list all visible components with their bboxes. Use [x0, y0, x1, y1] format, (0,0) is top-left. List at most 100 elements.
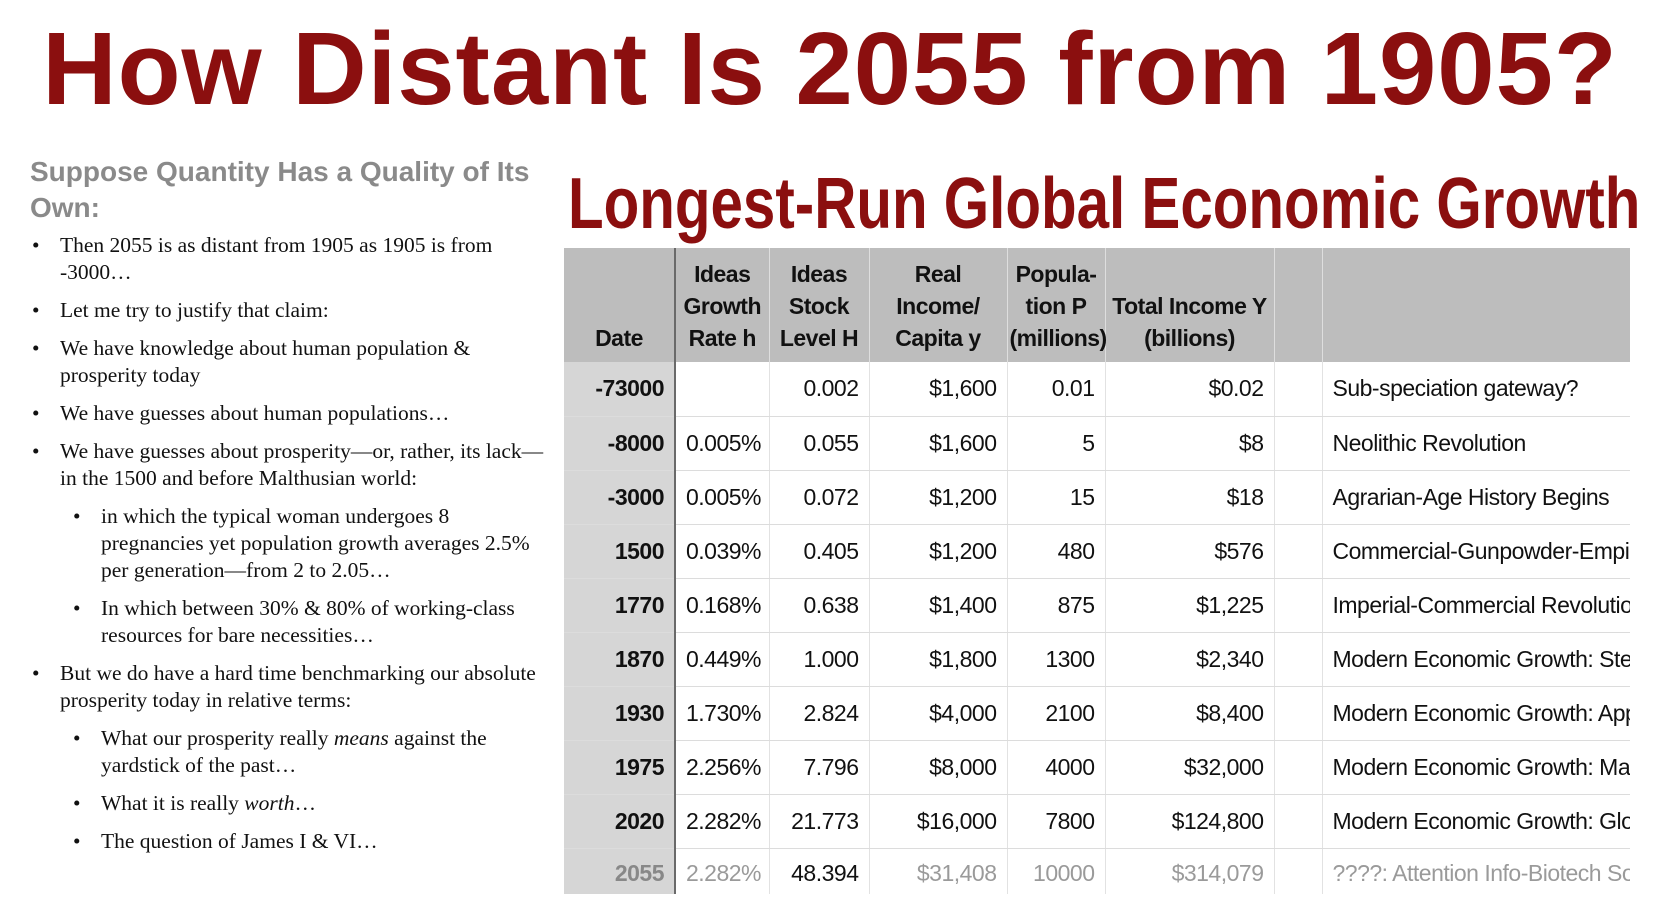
column-header: Ideas Growth Rate h — [675, 248, 770, 362]
growth-rate-cell: 0.168% — [675, 578, 770, 633]
income-per-capita-cell: $8,000 — [869, 740, 1008, 795]
ideas-stock-cell: 1.000 — [769, 632, 870, 687]
bullet-item: What our prosperity really means against… — [30, 725, 550, 779]
total-income-cell: $576 — [1105, 524, 1275, 579]
income-per-capita-cell: $4,000 — [869, 686, 1008, 741]
table-row: 1930 1.730% 2.824 $4,000 2100 $8,400 Modern Ec… — [564, 686, 1630, 741]
left-heading: Suppose Quantity Has a Quality of Its Ow… — [30, 156, 530, 223]
growth-rate-cell — [675, 362, 770, 417]
total-income-cell: $32,000 — [1105, 740, 1275, 795]
population-cell: 480 — [1007, 524, 1106, 579]
income-per-capita-cell: $1,600 — [869, 416, 1008, 471]
date-cell: -3000 — [564, 470, 676, 525]
table-row: -3000 0.005% 0.072 $1,200 15 $18 Agrarian-Age … — [564, 470, 1630, 525]
table-header-row: Date Ideas Growth Rate h Ideas Stock Level H Re… — [564, 248, 1630, 362]
slide-title: How Distant Is 2055 from 1905? — [42, 11, 1618, 126]
spacer-cell — [1274, 578, 1323, 633]
column-header-line: (millions) — [1009, 325, 1108, 351]
total-income-cell: $2,340 — [1105, 632, 1275, 687]
table-title: Longest-Run Global Economic Growth — [568, 164, 1641, 244]
total-income-cell: $8,400 — [1105, 686, 1275, 741]
bullet-text: What our prosperity really — [101, 726, 334, 750]
growth-table-container: Date Ideas Growth Rate h Ideas Stock Level H Re… — [564, 248, 1630, 894]
bullet-item: In which between 30% & 80% of working-cl… — [30, 595, 550, 649]
ideas-stock-cell: 0.405 — [769, 524, 870, 579]
column-header: Total Income Y (billions) — [1105, 248, 1275, 362]
bullet-item: in which the typical woman undergoes 8 p… — [30, 503, 550, 584]
date-cell: 1500 — [564, 524, 676, 579]
growth-rate-cell: 2.282% — [675, 794, 770, 849]
era-note-cell: Modern Economic Growth: Applie — [1322, 686, 1630, 741]
bullet-emphasis: means — [333, 726, 389, 750]
era-note-cell: Neolithic Revolution — [1322, 416, 1630, 471]
spacer-cell — [1274, 416, 1323, 471]
era-note-cell: ????: Attention Info-Biotech Socie — [1322, 848, 1630, 894]
population-cell: 1300 — [1007, 632, 1106, 687]
ideas-stock-cell: 0.055 — [769, 416, 870, 471]
population-cell: 15 — [1007, 470, 1106, 525]
era-note-cell: Imperial-Commercial Revolution — [1322, 578, 1630, 633]
bullet-text: What it is really — [101, 791, 245, 815]
era-note-cell: Modern Economic Growth: Mass-F — [1322, 740, 1630, 795]
bullet-item: We have guesses about prosperity—or, rat… — [30, 438, 550, 492]
ideas-stock-cell: 21.773 — [769, 794, 870, 849]
spacer-cell — [1274, 794, 1323, 849]
column-header — [1274, 248, 1323, 362]
column-header-line: Ideas — [694, 261, 751, 287]
total-income-cell: $8 — [1105, 416, 1275, 471]
growth-rate-cell: 1.730% — [675, 686, 770, 741]
spacer-cell — [1274, 362, 1323, 417]
bullet-item: The question of James I & VI… — [30, 828, 550, 855]
date-cell: 2055 — [564, 848, 676, 894]
bullet-emphasis: worth — [244, 791, 295, 815]
population-cell: 875 — [1007, 578, 1106, 633]
population-cell: 7800 — [1007, 794, 1106, 849]
date-cell: 2020 — [564, 794, 676, 849]
ideas-stock-cell: 2.824 — [769, 686, 870, 741]
table-row: 2055 2.282% 48.394 $31,408 10000 $314,079????… — [564, 848, 1630, 894]
date-cell: 1870 — [564, 632, 676, 687]
growth-rate-cell: 0.449% — [675, 632, 770, 687]
column-header: Popula-tion P (millions) — [1007, 248, 1108, 362]
column-header-line: Level H — [779, 325, 859, 351]
population-cell: 5 — [1007, 416, 1106, 471]
era-note-cell: Commercial-Gunpowder-Empire m — [1322, 524, 1630, 579]
spacer-cell — [1274, 848, 1323, 894]
growth-rate-cell: 0.005% — [675, 470, 770, 525]
column-header-line: Ideas — [790, 261, 848, 287]
total-income-cell: $124,800 — [1105, 794, 1275, 849]
table-row: 1870 0.449% 1.000 $1,800 1300 $2,340 Modern Ec… — [564, 632, 1630, 687]
spacer-cell — [1274, 632, 1323, 687]
bullet-item: But we do have a hard time benchmarking … — [30, 660, 550, 714]
population-cell: 10000 — [1007, 848, 1106, 894]
column-header-line: Total Income Y — [1112, 293, 1267, 319]
income-per-capita-cell: $1,200 — [869, 470, 1008, 525]
table-row: 2020 2.282% 21.773 $16,000 7800 $124,800 Moder… — [564, 794, 1630, 849]
column-header: Real Income/Capita y — [869, 248, 1008, 362]
table-row: 1975 2.256% 7.796 $8,000 4000 $32,000 Modern E… — [564, 740, 1630, 795]
growth-table: Date Ideas Growth Rate h Ideas Stock Level H Re… — [564, 248, 1630, 894]
left-text-panel: Suppose Quantity Has a Quality of Its Ow… — [30, 154, 550, 866]
bullet-text: against the yardstick of the past… — [101, 726, 487, 777]
ideas-stock-cell: 0.002 — [769, 362, 870, 417]
bullet-item: Then 2055 is as distant from 1905 as 190… — [30, 232, 550, 286]
date-cell: 1930 — [564, 686, 676, 741]
spacer-cell — [1274, 686, 1323, 741]
ideas-stock-cell: 0.072 — [769, 470, 870, 525]
column-header-line: Date — [595, 325, 643, 351]
date-cell: -8000 — [564, 416, 676, 471]
growth-rate-cell: 0.039% — [675, 524, 770, 579]
era-note-cell: Modern Economic Growth: Steam — [1322, 632, 1630, 687]
table-row: 1500 0.039% 0.405 $1,200 480 $576 Commercial-G… — [564, 524, 1630, 579]
growth-rate-cell: 0.005% — [675, 416, 770, 471]
era-note-cell: Modern Economic Growth: Globali — [1322, 794, 1630, 849]
bullet-item: We have knowledge about human population… — [30, 335, 550, 389]
column-header: Date — [564, 248, 676, 362]
bullet-list: Then 2055 is as distant from 1905 as 190… — [30, 232, 550, 855]
ideas-stock-cell: 48.394 — [769, 848, 870, 894]
date-cell: 1770 — [564, 578, 676, 633]
spacer-cell — [1274, 470, 1323, 525]
bullet-item: Let me try to justify that claim: — [30, 297, 550, 324]
column-header — [1322, 248, 1630, 362]
total-income-cell: $0.02 — [1105, 362, 1275, 417]
